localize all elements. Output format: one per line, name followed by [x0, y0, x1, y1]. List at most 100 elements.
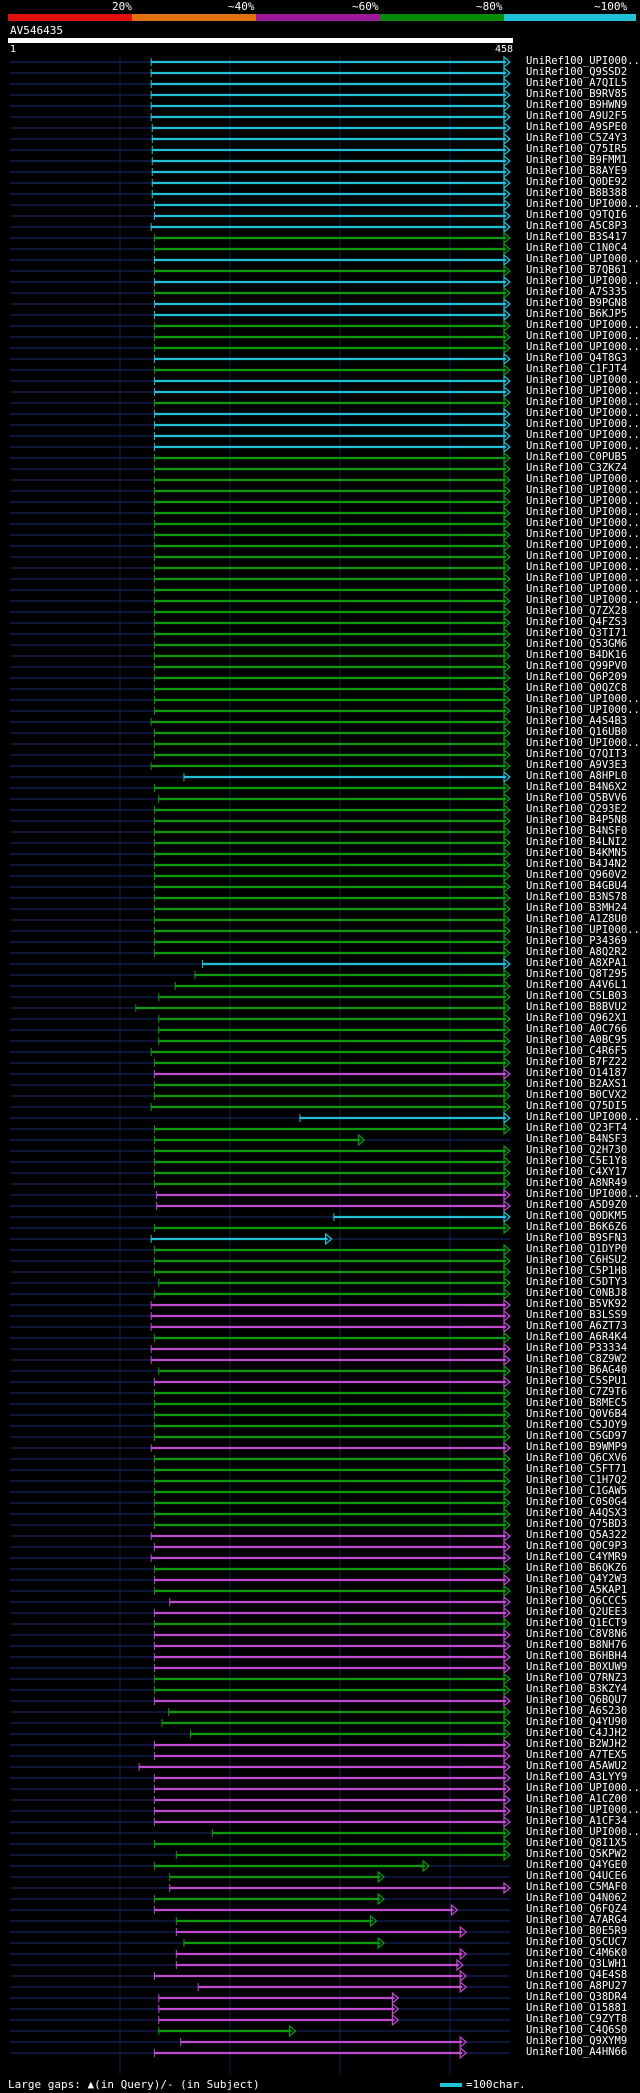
hit-label[interactable]: UniRef100_A4HN66	[526, 2046, 628, 2058]
hit-label[interactable]: UniRef100_B6QKZ6	[526, 1562, 628, 1574]
hit-label[interactable]: UniRef100_Q7RNZ3	[526, 1672, 628, 1684]
hit-label[interactable]: UniRef100_B2WJH2	[526, 1738, 628, 1750]
hit-label[interactable]: UniRef100_UPI000...	[526, 594, 640, 606]
hit-label[interactable]: UniRef100_C8V8N6	[526, 1628, 628, 1640]
hit-label[interactable]: UniRef100_UPI000...	[526, 1804, 640, 1816]
hit-label[interactable]: UniRef100_B7QB61	[526, 264, 628, 276]
hit-label[interactable]: UniRef100_A6R4K4	[526, 1331, 628, 1343]
hit-label[interactable]: UniRef100_C5FT71	[526, 1463, 628, 1475]
hit-label[interactable]: UniRef100_C7Z9T6	[526, 1386, 628, 1398]
hit-label[interactable]: UniRef100_Q0DKM5	[526, 1210, 628, 1222]
hit-label[interactable]: UniRef100_C5LB03	[526, 990, 628, 1002]
hit-label[interactable]: UniRef100_UPI000...	[526, 407, 640, 419]
hit-label[interactable]: UniRef100_UPI000...	[526, 275, 640, 287]
hit-label[interactable]: UniRef100_C4XY17	[526, 1166, 628, 1178]
hit-label[interactable]: UniRef100_Q8I1X5	[526, 1837, 628, 1849]
hit-label[interactable]: UniRef100_Q38DR4	[526, 1991, 628, 2003]
hit-label[interactable]: UniRef100_UPI000...	[526, 1826, 640, 1838]
hit-label[interactable]: UniRef100_A5C8P3	[526, 220, 628, 232]
hit-label[interactable]: UniRef100_Q4T8G3	[526, 352, 628, 364]
hit-label[interactable]: UniRef100_C5JOY9	[526, 1419, 628, 1431]
hit-label[interactable]: UniRef100_A0C766	[526, 1023, 628, 1035]
hit-label[interactable]: UniRef100_C5MAF0	[526, 1881, 628, 1893]
hit-label[interactable]: UniRef100_Q75DI5	[526, 1100, 628, 1112]
hit-label[interactable]: UniRef100_B8AYE9	[526, 165, 628, 177]
hit-label[interactable]: UniRef100_UPI000...	[526, 539, 640, 551]
hit-label[interactable]: UniRef100_UPI000...	[526, 198, 640, 210]
hit-label[interactable]: UniRef100_UPI000...	[526, 440, 640, 452]
hit-label[interactable]: UniRef100_UPI000...	[526, 319, 640, 331]
hit-label[interactable]: UniRef100_A1CF34	[526, 1815, 628, 1827]
hit-label[interactable]: UniRef100_B4J4N2	[526, 858, 628, 870]
hit-label[interactable]: UniRef100_O14187	[526, 1067, 628, 1079]
hit-label[interactable]: UniRef100_Q0V6B4	[526, 1408, 628, 1420]
hit-label[interactable]: UniRef100_Q4YU90	[526, 1716, 628, 1728]
hit-label[interactable]: UniRef100_A0BC95	[526, 1034, 628, 1046]
hit-label[interactable]: UniRef100_Q4E4S8	[526, 1969, 628, 1981]
hit-label[interactable]: UniRef100_B7FZ22	[526, 1056, 628, 1068]
hit-label[interactable]: UniRef100_P33334	[526, 1342, 628, 1354]
hit-label[interactable]: UniRef100_A9U2F5	[526, 110, 628, 122]
hit-label[interactable]: UniRef100_C1FJT4	[526, 363, 628, 375]
hit-label[interactable]: UniRef100_A9V3E3	[526, 759, 628, 771]
hit-label[interactable]: UniRef100_Q5A322	[526, 1529, 628, 1541]
hit-label[interactable]: UniRef100_C5DTY3	[526, 1276, 628, 1288]
hit-label[interactable]: UniRef100_UPI000...	[526, 693, 640, 705]
hit-label[interactable]: UniRef100_B5VK92	[526, 1298, 628, 1310]
hit-label[interactable]: UniRef100_B4KMN5	[526, 847, 628, 859]
hit-label[interactable]: UniRef100_Q3LWH1	[526, 1958, 628, 1970]
hit-label[interactable]: UniRef100_A1CZ00	[526, 1793, 628, 1805]
hit-label[interactable]: UniRef100_A5KAP1	[526, 1584, 628, 1596]
hit-label[interactable]: UniRef100_UPI000...	[526, 484, 640, 496]
hit-label[interactable]: UniRef100_UPI000...	[526, 517, 640, 529]
hit-label[interactable]: UniRef100_O15881	[526, 2002, 628, 2014]
hit-label[interactable]: UniRef100_UPI000...	[526, 396, 640, 408]
hit-label[interactable]: UniRef100_B3LSS9	[526, 1309, 628, 1321]
hit-label[interactable]: UniRef100_UPI000...	[526, 506, 640, 518]
hit-label[interactable]: UniRef100_UPI000...	[526, 704, 640, 716]
hit-label[interactable]: UniRef100_UPI000...	[526, 495, 640, 507]
hit-label[interactable]: UniRef100_UPI000...	[526, 924, 640, 936]
hit-label[interactable]: UniRef100_Q2H730	[526, 1144, 628, 1156]
hit-label[interactable]: UniRef100_UPI000...	[526, 341, 640, 353]
hit-label[interactable]: UniRef100_Q6CXV6	[526, 1452, 628, 1464]
hit-label[interactable]: UniRef100_UPI000...	[526, 528, 640, 540]
hit-label[interactable]: UniRef100_B4N6X2	[526, 781, 628, 793]
hit-label[interactable]: UniRef100_UPI000...	[526, 55, 640, 67]
hit-label[interactable]: UniRef100_Q960V2	[526, 869, 628, 881]
hit-label[interactable]: UniRef100_Q4N062	[526, 1892, 628, 1904]
hit-label[interactable]: UniRef100_B4LNI2	[526, 836, 628, 848]
hit-label[interactable]: UniRef100_B9HWN9	[526, 99, 628, 111]
hit-label[interactable]: UniRef100_B8NH76	[526, 1639, 628, 1651]
hit-label[interactable]: UniRef100_Q0C9P3	[526, 1540, 628, 1552]
hit-label[interactable]: UniRef100_B8MEC5	[526, 1397, 628, 1409]
hit-label[interactable]: UniRef100_A8NR49	[526, 1177, 628, 1189]
hit-label[interactable]: UniRef100_B6AG40	[526, 1364, 628, 1376]
hit-label[interactable]: UniRef100_B0E5R9	[526, 1925, 628, 1937]
hit-label[interactable]: UniRef100_Q99PV0	[526, 660, 628, 672]
hit-label[interactable]: UniRef100_C5Z4Y3	[526, 132, 628, 144]
hit-label[interactable]: UniRef100_C5P1H8	[526, 1265, 628, 1277]
hit-label[interactable]: UniRef100_UPI000...	[526, 1782, 640, 1794]
hit-label[interactable]: UniRef100_Q5BVV6	[526, 792, 628, 804]
hit-label[interactable]: UniRef100_B9PGN8	[526, 297, 628, 309]
hit-label[interactable]: UniRef100_Q7ZX28	[526, 605, 628, 617]
hit-label[interactable]: UniRef100_Q4Y2W3	[526, 1573, 628, 1585]
hit-label[interactable]: UniRef100_C3ZKZ4	[526, 462, 628, 474]
hit-label[interactable]: UniRef100_B3NS78	[526, 891, 628, 903]
hit-label[interactable]: UniRef100_C0PUB5	[526, 451, 628, 463]
hit-label[interactable]: UniRef100_Q6P209	[526, 671, 628, 683]
hit-label[interactable]: UniRef100_Q6FQZ4	[526, 1903, 628, 1915]
hit-label[interactable]: UniRef100_C9ZYT8	[526, 2013, 628, 2025]
hit-label[interactable]: UniRef100_C4R6F5	[526, 1045, 628, 1057]
hit-label[interactable]: UniRef100_Q4FZS3	[526, 616, 628, 628]
hit-label[interactable]: UniRef100_A7QIL5	[526, 77, 628, 89]
hit-label[interactable]: UniRef100_Q293E2	[526, 803, 628, 815]
hit-label[interactable]: UniRef100_A7ARG4	[526, 1914, 628, 1926]
hit-label[interactable]: UniRef100_B4NSF3	[526, 1133, 628, 1145]
hit-label[interactable]: UniRef100_Q5CUC7	[526, 1936, 628, 1948]
hit-label[interactable]: UniRef100_C0NBJ8	[526, 1287, 628, 1299]
hit-label[interactable]: UniRef100_B8BVU2	[526, 1001, 628, 1013]
hit-label[interactable]: UniRef100_UPI000...	[526, 418, 640, 430]
hit-label[interactable]: UniRef100_UPI000...	[526, 374, 640, 386]
